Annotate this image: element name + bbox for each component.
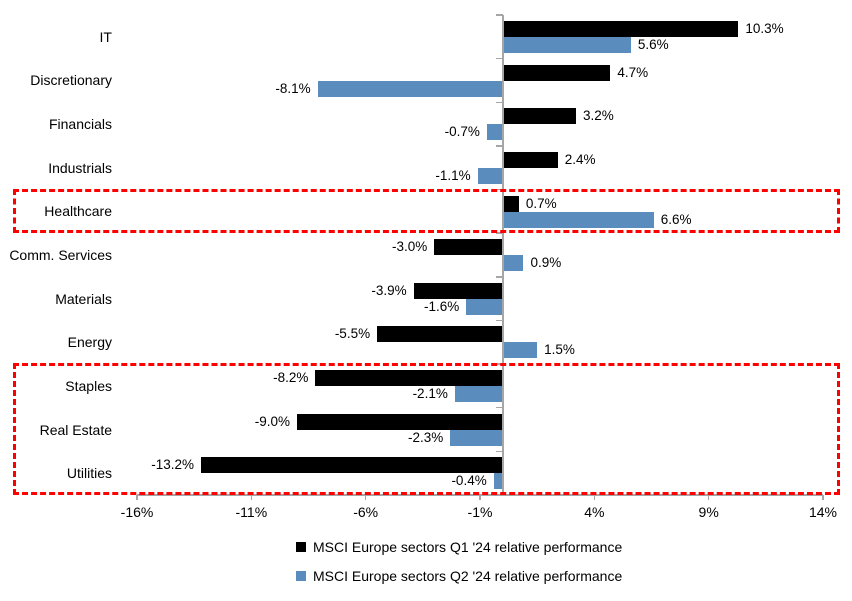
value-label: -0.7%	[444, 124, 480, 140]
category-label: Discretionary	[30, 72, 112, 89]
value-label: 3.2%	[583, 108, 614, 124]
category-label: Industrials	[48, 159, 112, 176]
value-label: 10.3%	[745, 21, 784, 36]
legend-label-q1: MSCI Europe sectors Q1 '24 relative perf…	[313, 539, 623, 555]
bar-q2	[502, 37, 631, 53]
category-tick	[495, 406, 503, 409]
bar-q1	[502, 151, 558, 168]
value-label: 0.7%	[525, 195, 557, 211]
category-label: Staples	[65, 377, 112, 394]
bar-q1	[315, 370, 503, 387]
value-label: 1.5%	[544, 342, 575, 358]
value-label: -1.1%	[435, 167, 471, 183]
bar-q2	[466, 298, 503, 315]
bar-q2	[493, 473, 503, 490]
highlight-box	[13, 188, 840, 234]
bar-q2	[486, 124, 503, 141]
x-axis-tick	[822, 495, 824, 500]
value-label: -9.0%	[254, 413, 291, 429]
category-tick	[495, 57, 503, 60]
value-label: -2.3%	[407, 429, 444, 445]
bar-q1	[377, 326, 503, 343]
legend-label-q2: MSCI Europe sectors Q2 '24 relative perf…	[313, 568, 623, 584]
value-label: -2.1%	[412, 386, 448, 402]
bar-q2	[502, 342, 538, 359]
value-label: 5.6%	[637, 37, 669, 52]
x-axis-tick-label: 9%	[698, 504, 719, 520]
bar-q2	[477, 167, 503, 184]
highlight-box	[13, 363, 840, 495]
x-axis-tick-label: 14%	[808, 504, 838, 520]
bar-q1	[502, 108, 577, 125]
category-tick	[495, 145, 503, 147]
category-axis-line	[502, 15, 504, 495]
value-label: -3.9%	[371, 282, 407, 298]
category-tick	[495, 276, 503, 278]
category-tick	[495, 101, 503, 104]
bar-q1	[201, 457, 503, 474]
x-axis-tick-label: -11%	[235, 504, 268, 520]
value-label: -3.0%	[391, 239, 428, 255]
category-tick	[495, 232, 503, 234]
category-label: Real Estate	[39, 421, 112, 438]
x-axis-tick-label: -6%	[353, 504, 379, 520]
x-axis-tick	[364, 495, 367, 500]
value-label: -0.4%	[451, 473, 487, 489]
x-axis-tick	[707, 495, 710, 500]
bar-q1	[502, 21, 739, 37]
x-axis-tick	[593, 495, 596, 500]
legend: MSCI Europe sectors Q1 '24 relative perf…	[296, 537, 622, 586]
bar-q2	[502, 211, 654, 228]
value-label: -1.6%	[423, 298, 460, 314]
bar-q2	[502, 255, 524, 272]
value-label: -13.2%	[151, 457, 195, 473]
category-label: Energy	[67, 334, 112, 351]
x-axis-tick	[479, 495, 481, 500]
value-label: 2.4%	[564, 151, 596, 167]
category-label: Healthcare	[44, 203, 112, 220]
category-tick	[495, 319, 503, 322]
bar-q2	[450, 429, 503, 446]
category-label: IT	[99, 28, 112, 45]
category-label: Comm. Services	[9, 247, 112, 263]
value-label: -8.2%	[273, 370, 309, 386]
x-axis-tick-label: -16%	[120, 504, 154, 520]
x-axis-tick	[136, 495, 138, 500]
value-label: -8.1%	[275, 80, 311, 96]
bar-q2	[454, 386, 503, 403]
bar-q1	[413, 282, 503, 299]
x-axis-tick-label: -1%	[467, 504, 493, 520]
bar-q2	[317, 80, 503, 97]
bar-q1	[434, 239, 503, 256]
x-axis-tick-label: 4%	[584, 504, 605, 520]
bar-q1	[502, 195, 519, 212]
bar-q1	[297, 413, 503, 430]
category-tick	[495, 14, 503, 16]
legend-swatch-q1	[296, 542, 306, 552]
bar-q1	[502, 64, 611, 81]
category-label: Financials	[48, 116, 112, 133]
category-tick	[495, 494, 503, 496]
legend-swatch-q2	[296, 571, 306, 581]
legend-item-q2: MSCI Europe sectors Q2 '24 relative perf…	[296, 566, 622, 586]
legend-item-q1: MSCI Europe sectors Q1 '24 relative perf…	[296, 537, 622, 557]
value-label: 6.6%	[660, 211, 692, 227]
category-tick	[495, 450, 503, 453]
value-label: 4.7%	[617, 64, 649, 80]
x-axis-tick	[250, 495, 253, 500]
value-label: 0.9%	[530, 255, 562, 271]
value-label: -5.5%	[334, 326, 371, 342]
category-label: Utilities	[66, 465, 112, 482]
category-label: Materials	[55, 290, 112, 307]
